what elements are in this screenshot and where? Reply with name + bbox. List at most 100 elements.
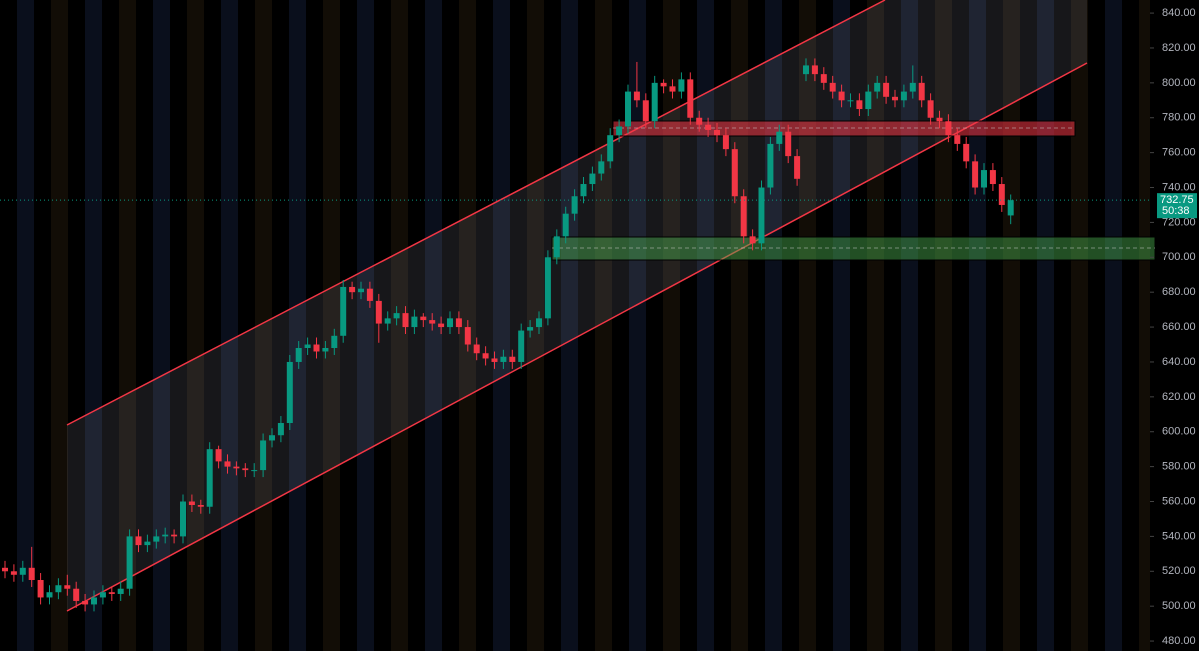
y-tick-label: 500.00 bbox=[1162, 600, 1196, 612]
candle-body bbox=[963, 143, 970, 162]
candle-body bbox=[260, 440, 267, 471]
candle-body bbox=[46, 592, 53, 598]
candle-body bbox=[447, 318, 453, 328]
y-tick-label: 580.00 bbox=[1162, 461, 1196, 473]
candle-body bbox=[358, 288, 364, 293]
last-price-label: 732.75 bbox=[1160, 194, 1194, 206]
candle-body bbox=[375, 300, 382, 324]
candle-body bbox=[722, 135, 729, 150]
y-tick-label: 820.00 bbox=[1162, 42, 1196, 54]
y-tick-label: 540.00 bbox=[1162, 530, 1196, 542]
price-axis: 480.00 500.00 520.00 540.00 560.00 580.00 600.… bbox=[1150, 7, 1196, 647]
candle-body bbox=[909, 82, 916, 92]
candle-body bbox=[580, 184, 587, 197]
candle-body bbox=[998, 184, 1005, 205]
candle-body bbox=[749, 236, 756, 244]
candle-body bbox=[429, 320, 436, 324]
candle-body bbox=[215, 449, 222, 462]
candle-body bbox=[242, 468, 249, 471]
candle-body bbox=[28, 567, 35, 581]
candle-body bbox=[482, 353, 489, 359]
candle-body bbox=[527, 327, 534, 331]
candle-body bbox=[829, 82, 836, 92]
candle-body bbox=[820, 74, 827, 83]
candle-body bbox=[366, 288, 373, 301]
candle-body bbox=[509, 356, 516, 362]
candle-body bbox=[553, 236, 560, 258]
candle-body bbox=[10, 571, 17, 575]
candle-body bbox=[740, 196, 747, 237]
channel-lower bbox=[66, 62, 1088, 612]
candle-body bbox=[1007, 200, 1014, 216]
candle-body bbox=[536, 318, 542, 328]
candle-body bbox=[420, 316, 427, 321]
candle-body bbox=[518, 330, 525, 362]
candle-body bbox=[269, 435, 275, 441]
candle-body bbox=[64, 585, 71, 589]
candle-body bbox=[785, 131, 792, 157]
y-tick-label: 840.00 bbox=[1162, 7, 1196, 19]
candle-body bbox=[322, 348, 329, 352]
candle-body bbox=[989, 170, 996, 185]
candle-body bbox=[295, 348, 302, 362]
candle-body bbox=[776, 131, 783, 144]
candle-body bbox=[972, 161, 979, 188]
candle-body bbox=[616, 126, 623, 136]
candle-body bbox=[945, 121, 952, 136]
candle-body bbox=[562, 213, 569, 237]
candle-body bbox=[918, 82, 925, 101]
candle-body bbox=[2, 567, 8, 572]
candle-body bbox=[981, 170, 987, 188]
candle-body bbox=[954, 135, 961, 144]
candle-body bbox=[794, 156, 801, 179]
candle-body bbox=[500, 356, 507, 362]
candle-body bbox=[82, 600, 89, 605]
candle-body bbox=[856, 100, 863, 110]
candle-body bbox=[117, 588, 124, 594]
candle-body bbox=[811, 65, 818, 75]
candle-body bbox=[135, 536, 142, 546]
candle-body bbox=[847, 100, 854, 102]
channel-fill bbox=[67, 0, 1087, 611]
candle-body bbox=[936, 117, 943, 122]
candle-body bbox=[455, 318, 462, 328]
y-tick-label: 800.00 bbox=[1162, 77, 1196, 89]
candle-body bbox=[402, 313, 409, 328]
candle-body bbox=[233, 466, 240, 469]
candle-body bbox=[865, 91, 872, 110]
candle-body bbox=[731, 149, 738, 197]
candle-body bbox=[660, 82, 667, 87]
y-tick-label: 780.00 bbox=[1162, 112, 1196, 124]
candle-body bbox=[874, 82, 881, 92]
candle-body bbox=[108, 592, 115, 594]
last-price-box bbox=[1157, 193, 1197, 219]
candle-body bbox=[900, 91, 907, 101]
candle-body bbox=[277, 423, 284, 436]
candle-body bbox=[411, 316, 418, 328]
candle-body bbox=[625, 91, 631, 127]
candle-body bbox=[544, 257, 551, 319]
y-tick-label: 680.00 bbox=[1162, 286, 1196, 298]
candle-body bbox=[669, 86, 676, 92]
candle-body bbox=[714, 129, 720, 136]
candle-body bbox=[696, 117, 703, 125]
candle-body bbox=[286, 361, 293, 424]
candle-body bbox=[607, 135, 614, 162]
candle-body bbox=[37, 580, 44, 598]
y-tick-label: 640.00 bbox=[1162, 356, 1196, 368]
candle-body bbox=[349, 286, 356, 293]
candle-body bbox=[473, 344, 480, 354]
y-tick-label: 520.00 bbox=[1162, 565, 1196, 577]
candle-body bbox=[678, 79, 685, 92]
candle-body bbox=[767, 143, 774, 188]
candle-body bbox=[758, 187, 765, 244]
candle-body bbox=[633, 91, 640, 101]
resistance-zone bbox=[612, 120, 1076, 137]
countdown-label: 50:38 bbox=[1162, 205, 1190, 217]
candle-body bbox=[393, 313, 400, 319]
candle-body bbox=[642, 100, 649, 122]
candle-body bbox=[144, 541, 151, 546]
candle-body bbox=[651, 82, 658, 122]
candle-body bbox=[331, 335, 338, 349]
